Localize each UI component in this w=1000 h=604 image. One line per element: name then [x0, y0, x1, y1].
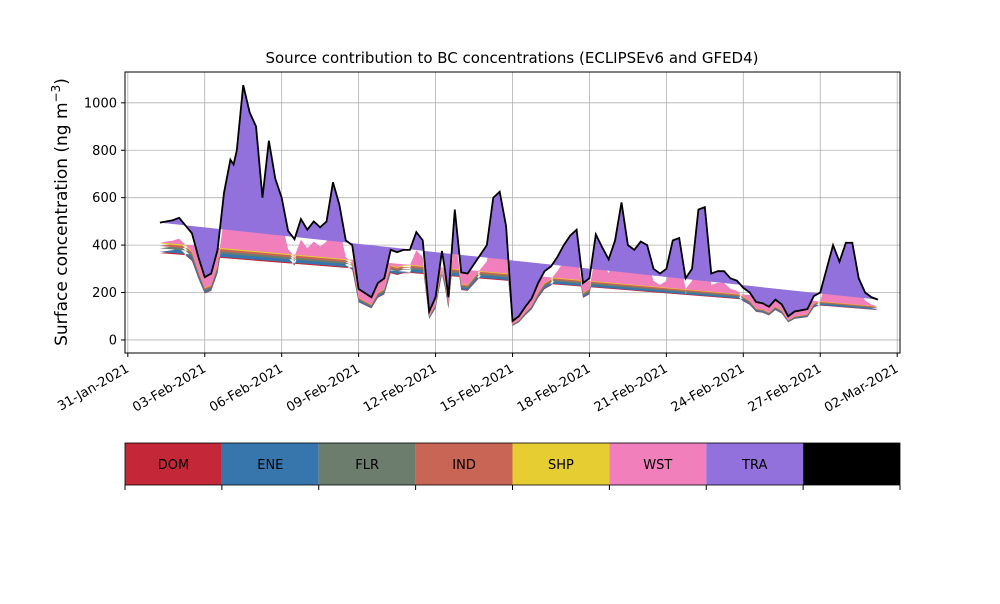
x-tick-label: 12-Feb-2021	[361, 361, 440, 415]
area-tra	[159, 85, 878, 321]
x-tick-label: 21-Feb-2021	[592, 361, 671, 415]
x-tick-label: 27-Feb-2021	[746, 361, 825, 415]
legend-colorbar: DOM ENE FLR IND SHP WST TRA BB	[124, 442, 901, 490]
y-axis-ticks: 0 200 400 600 800 1000	[84, 96, 125, 348]
y-tick-label: 400	[92, 239, 117, 254]
legend-swatch-ene	[221, 443, 319, 485]
stacked-areas	[159, 85, 878, 326]
x-tick-label: 18-Feb-2021	[515, 361, 594, 415]
x-tick-label: 03-Feb-2021	[130, 361, 209, 415]
legend-label-flr: FLR	[355, 458, 379, 473]
total-line	[159, 84, 879, 323]
legend-frame	[124, 442, 901, 486]
y-axis-label: Surface concentration (ng m−3)	[49, 78, 72, 346]
legend-swatch-dom	[125, 443, 222, 485]
x-tick-label: 02-Mar-2021	[822, 361, 901, 415]
legend-swatch-shp	[512, 443, 610, 485]
y-tick-label: 600	[92, 191, 117, 206]
legend-label-ene: ENE	[257, 458, 283, 473]
y-tick-label: 800	[92, 144, 117, 159]
legend-label-dom: DOM	[158, 458, 189, 473]
legend-swatch-wst	[609, 443, 707, 485]
chart-title: Source contribution to BC concentrations…	[265, 49, 758, 67]
legend-swatch-ind	[415, 443, 513, 485]
x-tick-label: 09-Feb-2021	[284, 361, 363, 415]
legend-label-bb: BB	[843, 458, 861, 473]
legend-swatch-flr	[318, 443, 416, 485]
x-axis-ticks: 31-Jan-202103-Feb-202106-Feb-202109-Feb-…	[55, 353, 901, 416]
legend-label-tra: TRA	[741, 458, 767, 473]
legend-label-ind: IND	[452, 458, 476, 473]
legend-swatch-tra	[706, 443, 804, 485]
legend-label-shp: SHP	[548, 458, 574, 473]
y-tick-label: 1000	[84, 96, 117, 111]
x-tick-label: 24-Feb-2021	[669, 361, 748, 415]
legend-label-wst: WST	[643, 458, 672, 473]
y-tick-label: 0	[109, 333, 117, 348]
x-tick-label: 15-Feb-2021	[438, 361, 517, 415]
legend-swatch-bb	[803, 443, 900, 485]
x-tick-label: 06-Feb-2021	[207, 361, 286, 415]
y-tick-label: 200	[92, 286, 117, 301]
x-tick-label: 31-Jan-2021	[55, 361, 132, 414]
